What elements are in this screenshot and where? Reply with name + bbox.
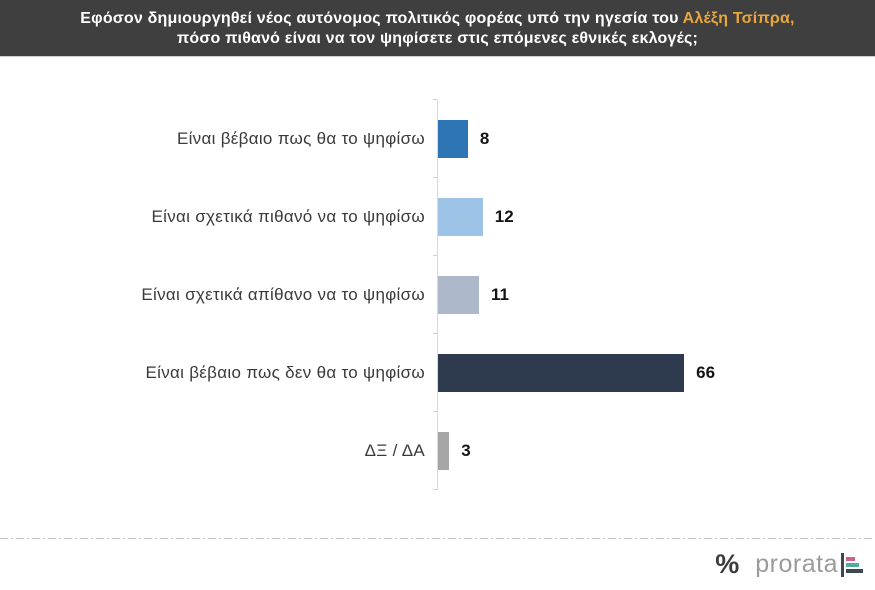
value-label: 3 bbox=[461, 441, 471, 460]
bar-track: 11 bbox=[433, 255, 875, 334]
chart-row: Είναι βέβαιο πως δεν θα το ψηφίσω 66 bbox=[0, 333, 875, 412]
question-line-1: Εφόσον δημιουργηθεί νέος αυτόνομος πολιτ… bbox=[0, 9, 875, 29]
chart-row: Είναι βέβαιο πως θα το ψηφίσω 8 bbox=[0, 99, 875, 178]
value-label: 12 bbox=[494, 207, 514, 226]
question-line-1-text: Εφόσον δημιουργηθεί νέος αυτόνομος πολιτ… bbox=[80, 10, 683, 27]
prorata-logo: % prorata bbox=[715, 549, 863, 580]
icon-hbar-bottom bbox=[846, 568, 863, 573]
bar-track: 8 bbox=[433, 99, 875, 178]
bar bbox=[438, 276, 480, 314]
bar-chart-icon bbox=[841, 552, 863, 577]
question-line-2: πόσο πιθανό είναι να τον ψηφίσετε στις ε… bbox=[176, 30, 699, 47]
icon-hbar-middle bbox=[846, 562, 859, 567]
icon-hbar-top bbox=[846, 556, 855, 561]
category-label: Είναι σχετικά απίθανο να το ψηφίσω bbox=[141, 285, 425, 304]
chart-row: Είναι σχετικά απίθανο να το ψηφίσω 11 bbox=[0, 255, 875, 334]
bar bbox=[438, 432, 450, 470]
category-label: Είναι βέβαιο πως δεν θα το ψηφίσω bbox=[145, 363, 425, 382]
category-label: ΔΞ / ΔΑ bbox=[364, 441, 425, 460]
percent-icon: % bbox=[715, 549, 740, 579]
bar-track: 3 bbox=[433, 411, 875, 490]
question-header: Εφόσον δημιουργηθεί νέος αυτόνομος πολιτ… bbox=[0, 0, 875, 57]
bar-track: 66 bbox=[433, 333, 875, 412]
icon-vertical-bar bbox=[841, 552, 844, 577]
dashed-separator bbox=[0, 538, 875, 539]
bar-track: 12 bbox=[433, 177, 875, 256]
bar bbox=[438, 198, 483, 236]
question-highlight-tsipras: Αλέξη Τσίπρα, bbox=[682, 10, 795, 27]
bar bbox=[438, 354, 685, 392]
category-label: Είναι σχετικά πιθανό να το ψηφίσω bbox=[151, 207, 425, 226]
value-label: 66 bbox=[696, 363, 716, 382]
category-label: Είναι βέβαιο πως θα το ψηφίσω bbox=[176, 129, 425, 148]
chart-row: Είναι σχετικά πιθανό να το ψηφίσω 12 bbox=[0, 177, 875, 256]
value-label: 11 bbox=[491, 285, 509, 304]
bar bbox=[438, 120, 468, 158]
chart-rows: Είναι βέβαιο πως θα το ψηφίσω 8 Είναι σχετ… bbox=[0, 99, 875, 490]
footer: % prorata bbox=[0, 539, 875, 590]
brand-name: prorata bbox=[755, 550, 838, 578]
bar-chart: Είναι βέβαιο πως θα το ψηφίσω 8 Είναι σχετ… bbox=[0, 57, 875, 538]
chart-row: ΔΞ / ΔΑ 3 bbox=[0, 411, 875, 490]
value-label: 8 bbox=[479, 129, 490, 148]
